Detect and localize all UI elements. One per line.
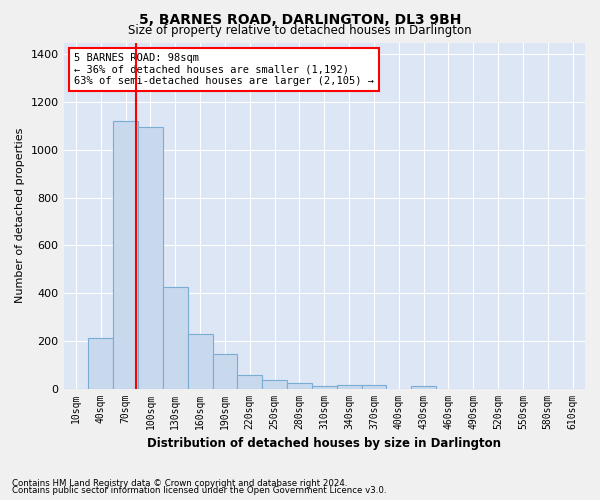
Text: 5, BARNES ROAD, DARLINGTON, DL3 9BH: 5, BARNES ROAD, DARLINGTON, DL3 9BH (139, 12, 461, 26)
X-axis label: Distribution of detached houses by size in Darlington: Distribution of detached houses by size … (147, 437, 501, 450)
Text: Size of property relative to detached houses in Darlington: Size of property relative to detached ho… (128, 24, 472, 37)
Y-axis label: Number of detached properties: Number of detached properties (15, 128, 25, 303)
Text: Contains HM Land Registry data © Crown copyright and database right 2024.: Contains HM Land Registry data © Crown c… (12, 478, 347, 488)
Bar (262, 380, 287, 388)
Bar (238, 376, 262, 388)
Bar (287, 383, 312, 388)
Bar (88, 338, 113, 388)
Bar (113, 122, 138, 388)
Bar (312, 386, 337, 388)
Text: 5 BARNES ROAD: 98sqm
← 36% of detached houses are smaller (1,192)
63% of semi-de: 5 BARNES ROAD: 98sqm ← 36% of detached h… (74, 53, 374, 86)
Bar (163, 287, 188, 388)
Bar (411, 386, 436, 388)
Bar (138, 127, 163, 388)
Bar (362, 385, 386, 388)
Bar (212, 354, 238, 388)
Text: Contains public sector information licensed under the Open Government Licence v3: Contains public sector information licen… (12, 486, 386, 495)
Bar (337, 385, 362, 388)
Bar (188, 334, 212, 388)
